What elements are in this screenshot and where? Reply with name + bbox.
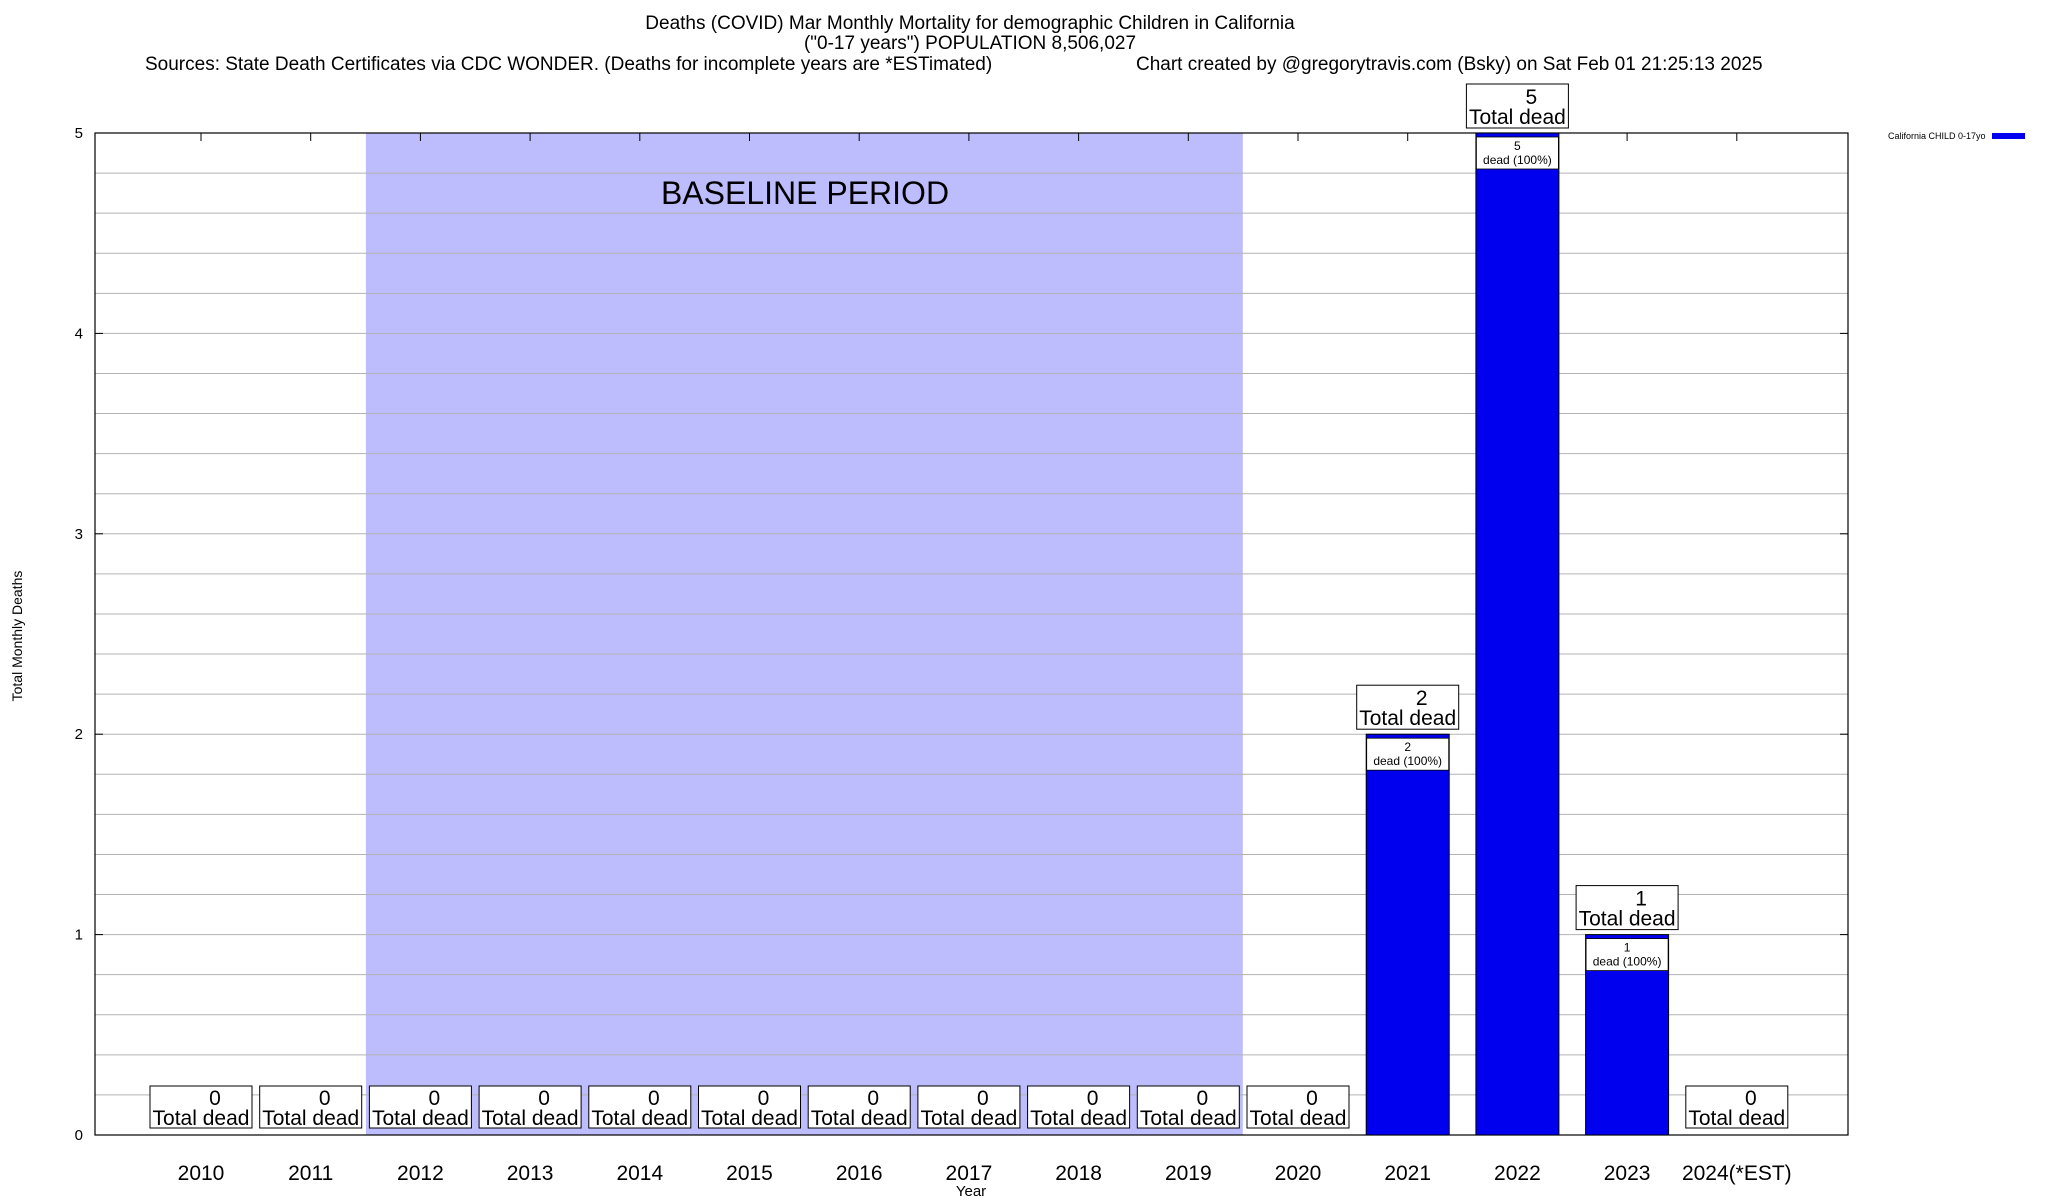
total-label-box	[1575, 885, 1679, 931]
x-tick-label: 2020	[1275, 1162, 1322, 1185]
x-tick-label: 2022	[1494, 1162, 1541, 1185]
total-value-label: 0	[1745, 1087, 1757, 1110]
plot-frame	[94, 132, 1849, 1136]
x-tick-label: 2021	[1384, 1162, 1431, 1185]
total-value-label: 0	[1196, 1087, 1208, 1110]
total-label-box	[807, 1085, 911, 1129]
total-label-box	[1465, 83, 1569, 129]
total-suffix-label: Total dead	[920, 1107, 1017, 1130]
total-label-box	[698, 1085, 801, 1129]
total-value-label: 0	[319, 1087, 331, 1110]
bar-value-label: 5	[1514, 139, 1521, 153]
bar-percent-label: dead (100%)	[1483, 153, 1552, 167]
bar	[1365, 733, 1450, 1136]
total-label-box	[1246, 1085, 1350, 1129]
x-tick-label: 2018	[1055, 1162, 1102, 1185]
bar-value-label: 2	[1404, 740, 1411, 754]
total-suffix-label: Total dead	[372, 1107, 469, 1130]
x-tick-label: 2013	[507, 1162, 554, 1185]
y-tick-label: 3	[75, 526, 83, 543]
total-value-label: 0	[1306, 1087, 1318, 1110]
total-value-label: 0	[538, 1087, 550, 1110]
x-tick-label: 2019	[1165, 1162, 1212, 1185]
total-suffix-label: Total dead	[811, 1107, 908, 1130]
x-tick-label: 2012	[397, 1162, 444, 1185]
chart-sources: Sources: State Death Certificates via CD…	[145, 54, 993, 75]
x-tick-label: 2014	[616, 1162, 663, 1185]
total-suffix-label: Total dead	[1688, 1107, 1785, 1130]
total-value-label: 0	[867, 1087, 879, 1110]
total-suffix-label: Total dead	[1579, 908, 1676, 931]
y-tick-label: 1	[75, 927, 83, 944]
total-suffix-label: Total dead	[701, 1107, 798, 1130]
x-tick-label: 2010	[178, 1162, 225, 1185]
x-tick-label: 2023	[1604, 1162, 1651, 1185]
chart-subtitle: ("0-17 years") POPULATION 8,506,027	[803, 33, 1137, 54]
total-value-label: 0	[209, 1087, 221, 1110]
x-tick-label: 2024(*EST)	[1682, 1162, 1792, 1185]
chart-credit: Chart created by @gregorytravis.com (Bsk…	[1136, 54, 1763, 75]
total-value-label: 0	[429, 1087, 441, 1110]
bar-label-box	[1476, 136, 1559, 170]
total-value-label: 0	[977, 1087, 989, 1110]
total-label-box	[149, 1085, 253, 1129]
total-suffix-label: Total dead	[1250, 1107, 1347, 1130]
total-value-label: 1	[1635, 888, 1647, 911]
y-tick-label: 5	[75, 125, 83, 142]
legend-label: California CHILD 0-17yo	[1888, 131, 1986, 141]
total-label-box	[1356, 684, 1460, 730]
total-suffix-label: Total dead	[482, 1107, 579, 1130]
total-label-box	[259, 1085, 363, 1129]
bar-label-box	[1366, 737, 1450, 771]
total-suffix-label: Total dead	[262, 1107, 359, 1130]
total-label-box	[1136, 1085, 1240, 1129]
total-value-label: 5	[1526, 86, 1538, 109]
total-suffix-label: Total dead	[591, 1107, 688, 1130]
total-label-box	[1027, 1085, 1131, 1129]
total-suffix-label: Total dead	[1359, 707, 1456, 730]
total-label-box	[368, 1085, 472, 1129]
x-tick-label: 2015	[726, 1162, 773, 1185]
total-label-box	[588, 1085, 692, 1129]
y-tick-label: 4	[75, 325, 83, 342]
total-value-label: 2	[1416, 687, 1428, 710]
baseline-period-label: BASELINE PERIOD	[661, 175, 949, 211]
total-value-label: 0	[648, 1087, 660, 1110]
total-suffix-label: Total dead	[153, 1107, 250, 1130]
bar-percent-label: dead (100%)	[1373, 754, 1442, 768]
total-suffix-label: Total dead	[1030, 1107, 1127, 1130]
total-label-box	[917, 1085, 1021, 1129]
total-label-box	[478, 1085, 582, 1129]
bar-value-label: 1	[1624, 941, 1631, 955]
bar-label-box	[1585, 938, 1669, 971]
total-value-label: 0	[1087, 1087, 1099, 1110]
legend-swatch	[1991, 133, 2025, 139]
x-tick-label: 2017	[946, 1162, 993, 1185]
total-suffix-label: Total dead	[1469, 106, 1566, 129]
total-value-label: 0	[758, 1087, 770, 1110]
y-tick-label: 2	[75, 726, 83, 743]
baseline-period-region	[365, 133, 1243, 1135]
chart-title: Deaths (COVID) Mar Monthly Mortality for…	[645, 13, 1295, 34]
y-tick-label: 0	[75, 1127, 83, 1144]
legend: California CHILD 0-17yo	[1888, 131, 2025, 141]
bar-percent-label: dead (100%)	[1593, 955, 1662, 969]
total-suffix-label: Total dead	[1140, 1107, 1237, 1130]
x-tick-label: 2011	[288, 1162, 333, 1185]
x-axis-label: Year	[955, 1183, 987, 1200]
bar	[1475, 132, 1560, 1136]
x-tick-label: 2016	[836, 1162, 883, 1185]
y-axis-label: Total Monthly Deaths	[9, 570, 25, 702]
total-label-box	[1685, 1085, 1789, 1129]
